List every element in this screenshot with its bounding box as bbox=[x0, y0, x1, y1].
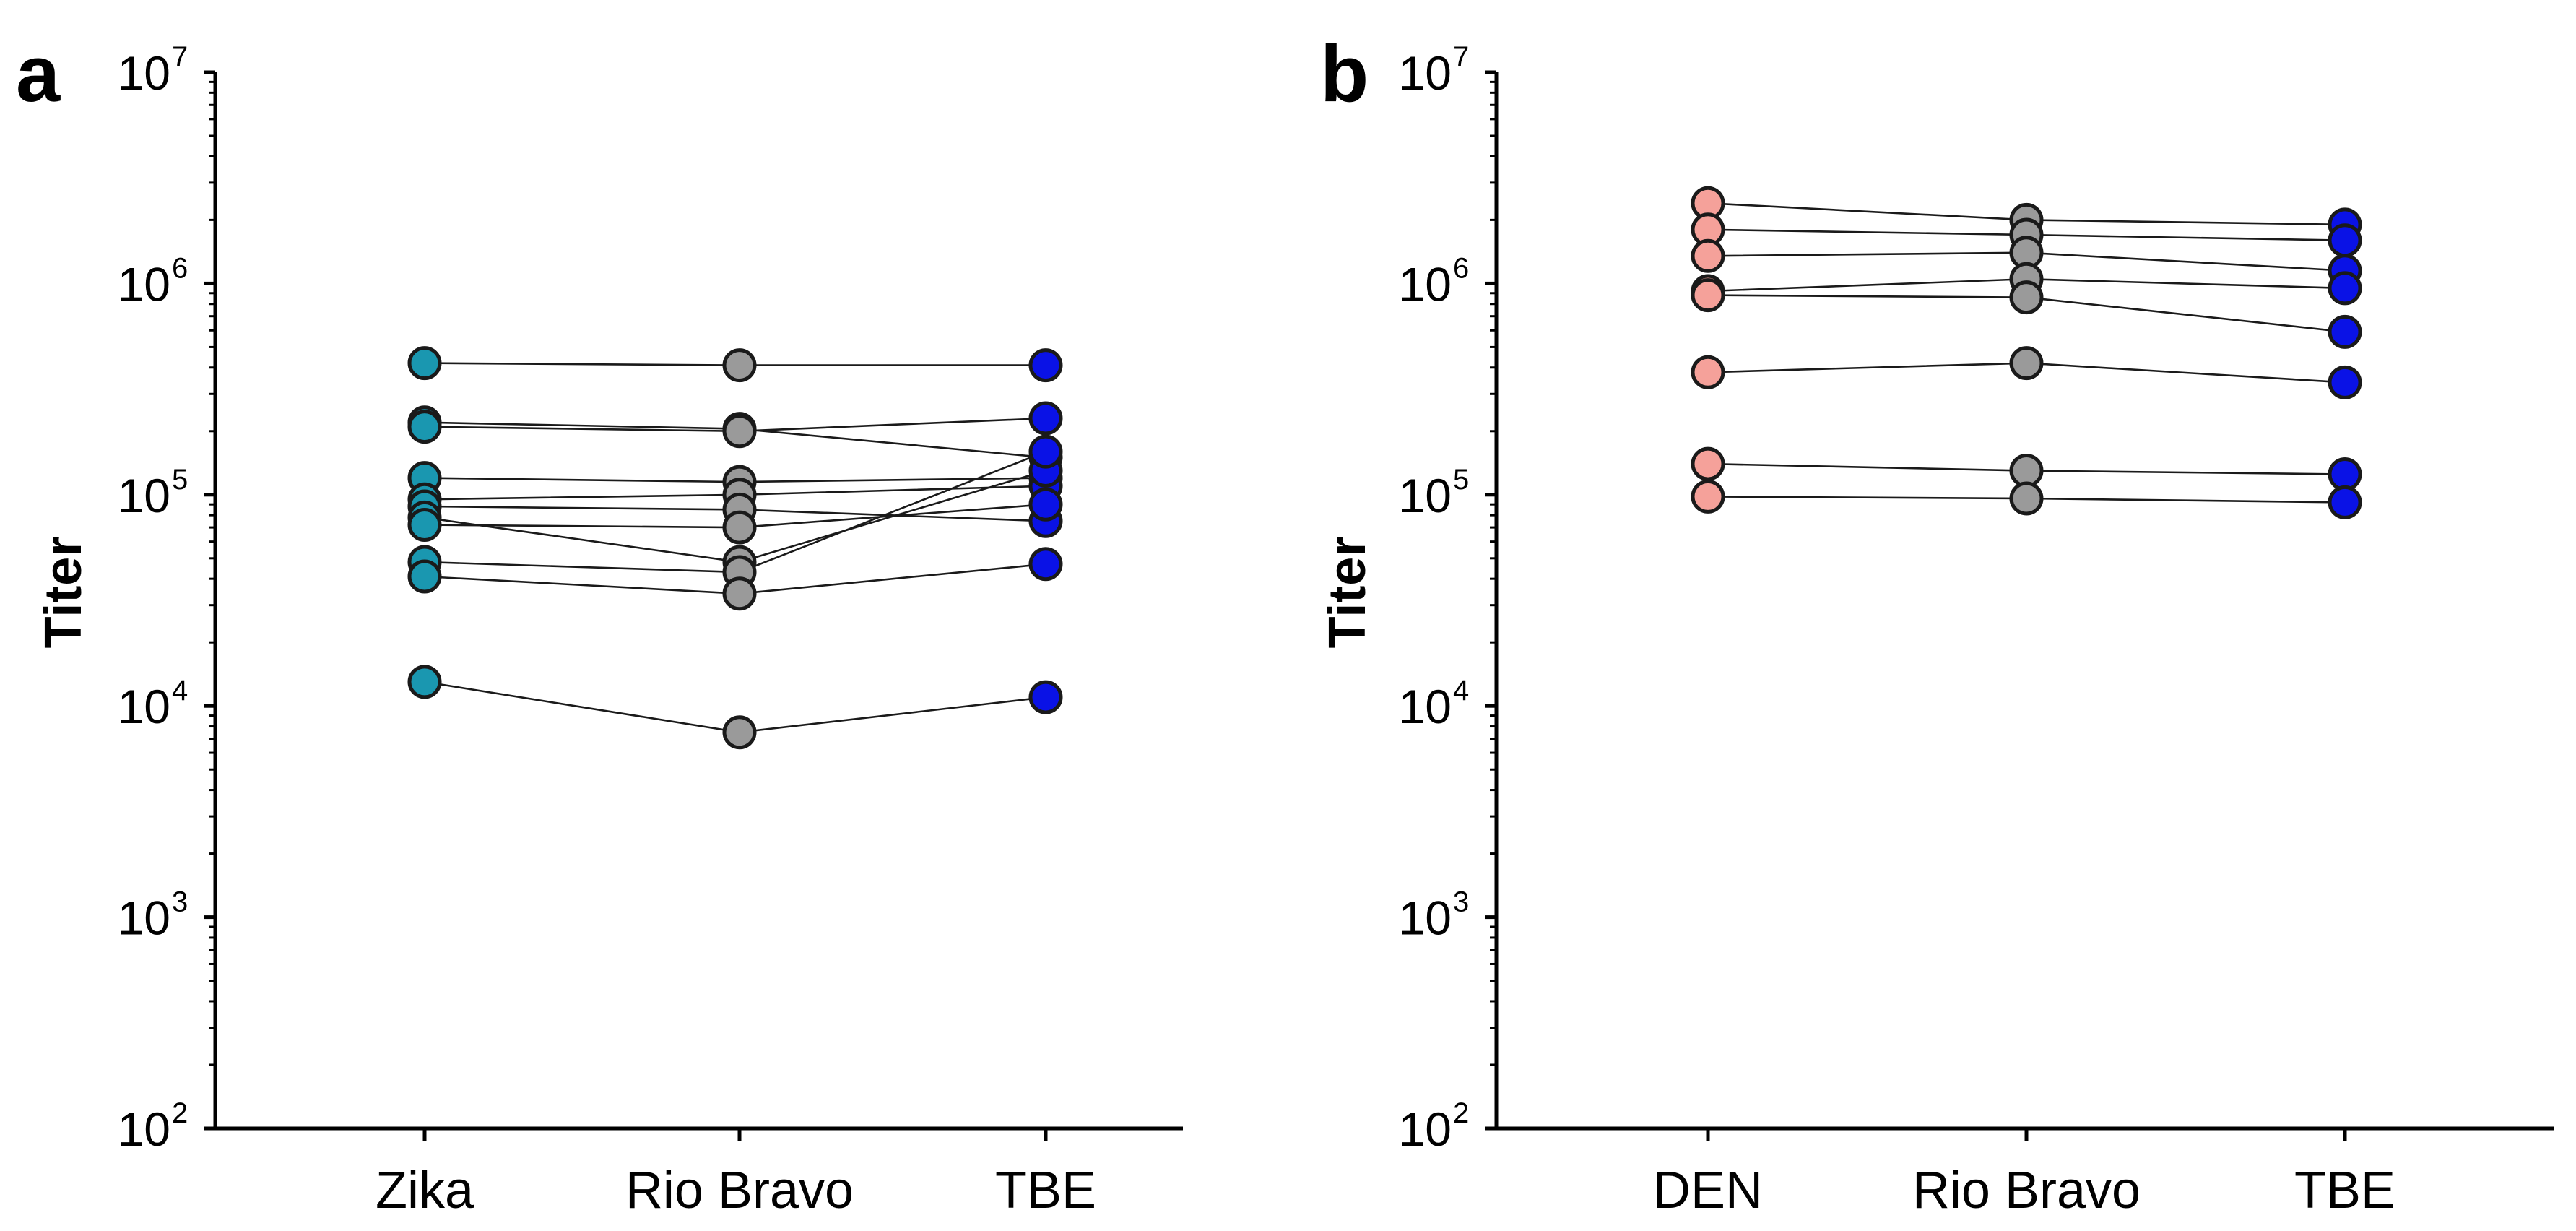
data-point-tbe bbox=[1028, 487, 1063, 522]
panel-b-points bbox=[1691, 186, 2362, 519]
data-point-rio-bravo bbox=[2009, 481, 2044, 516]
data-point-zika bbox=[407, 559, 442, 594]
panel-a-x-ticks: Zika Rio Bravo TBE bbox=[376, 1128, 1096, 1219]
x-category-label: DEN bbox=[1653, 1162, 1763, 1219]
y-tick-exponent: 7 bbox=[172, 41, 188, 73]
data-point-den bbox=[1691, 278, 1725, 313]
data-point-tbe bbox=[2328, 365, 2362, 399]
data-point-zika bbox=[407, 508, 442, 542]
data-point-tbe bbox=[1028, 680, 1063, 714]
x-category-label: TBE bbox=[2294, 1162, 2395, 1219]
panel-b-y-axis-label: Titer bbox=[1319, 537, 1376, 649]
data-point-zika bbox=[407, 346, 442, 381]
y-tick-exponent: 5 bbox=[172, 464, 188, 496]
y-tick-exponent: 6 bbox=[1453, 252, 1469, 284]
y-tick-label: 10 bbox=[118, 680, 170, 733]
y-tick-exponent: 2 bbox=[172, 1097, 188, 1129]
data-point-zika bbox=[407, 665, 442, 699]
data-point-zika bbox=[407, 410, 442, 444]
y-tick-label: 10 bbox=[1399, 257, 1452, 311]
data-point-rio-bravo bbox=[2009, 346, 2044, 381]
data-point-rio-bravo bbox=[722, 715, 757, 750]
x-category-label: Rio Bravo bbox=[625, 1162, 854, 1219]
panel-a-points bbox=[407, 346, 1063, 750]
data-point-rio-bravo bbox=[722, 510, 757, 545]
y-tick-exponent: 6 bbox=[172, 252, 188, 284]
data-point-rio-bravo bbox=[722, 414, 757, 449]
y-tick-exponent: 4 bbox=[172, 675, 188, 707]
panel-a-letter: a bbox=[16, 30, 61, 118]
y-tick-label: 10 bbox=[1399, 1102, 1452, 1156]
data-point-tbe bbox=[2328, 314, 2362, 349]
data-point-rio-bravo bbox=[2009, 280, 2044, 315]
data-point-rio-bravo bbox=[2009, 454, 2044, 488]
y-tick-exponent: 4 bbox=[1453, 675, 1469, 707]
y-tick-exponent: 7 bbox=[1453, 41, 1469, 73]
data-point-den bbox=[1691, 238, 1725, 273]
data-point-rio-bravo bbox=[722, 348, 757, 383]
data-point-tbe bbox=[1028, 348, 1063, 383]
data-point-rio-bravo bbox=[722, 576, 757, 611]
x-category-label: Zika bbox=[376, 1162, 474, 1219]
x-category-label: TBE bbox=[995, 1162, 1096, 1219]
y-tick-exponent: 3 bbox=[172, 886, 188, 918]
x-category-label: Rio Bravo bbox=[1912, 1162, 2141, 1219]
y-tick-label: 10 bbox=[1399, 46, 1452, 100]
panel-b-x-ticks: DEN Rio Bravo TBE bbox=[1653, 1128, 2395, 1219]
y-tick-label: 10 bbox=[1399, 469, 1452, 522]
y-tick-exponent: 3 bbox=[1453, 886, 1469, 918]
data-point-den bbox=[1691, 446, 1725, 481]
panel-b-letter: b bbox=[1320, 30, 1369, 118]
data-point-tbe bbox=[2328, 223, 2362, 258]
y-tick-label: 10 bbox=[1399, 891, 1452, 945]
data-point-tbe bbox=[1028, 547, 1063, 582]
data-point-tbe bbox=[2328, 485, 2362, 519]
y-tick-label: 10 bbox=[118, 469, 170, 522]
data-point-tbe bbox=[2328, 271, 2362, 306]
y-tick-exponent: 5 bbox=[1453, 464, 1469, 496]
y-tick-label: 10 bbox=[118, 1102, 170, 1156]
y-tick-exponent: 2 bbox=[1453, 1097, 1469, 1129]
y-tick-label: 10 bbox=[1399, 680, 1452, 733]
panel-a-y-axis-label: Titer bbox=[35, 537, 92, 649]
data-point-tbe bbox=[1028, 401, 1063, 436]
data-point-den bbox=[1691, 355, 1725, 389]
y-tick-label: 10 bbox=[118, 891, 170, 945]
y-tick-label: 10 bbox=[118, 257, 170, 311]
y-tick-label: 10 bbox=[118, 46, 170, 100]
data-point-tbe bbox=[2328, 457, 2362, 491]
data-point-tbe bbox=[1028, 434, 1063, 469]
data-point-den bbox=[1691, 479, 1725, 514]
